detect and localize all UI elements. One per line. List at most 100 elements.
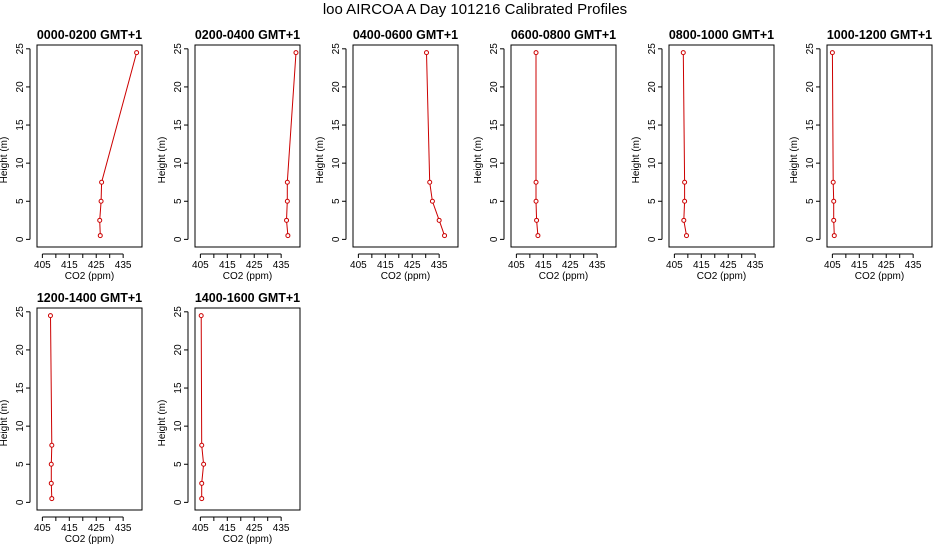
x-axis-label: CO2 (ppm) (855, 271, 904, 282)
y-tick-label: 20 (331, 81, 342, 93)
x-axis-label: CO2 (ppm) (697, 271, 746, 282)
y-tick-label: 15 (805, 119, 816, 131)
y-tick-label: 25 (173, 43, 184, 55)
x-tick-label: 435 (431, 260, 448, 271)
data-point (424, 50, 429, 56)
data-point (535, 233, 541, 239)
y-tick-label: 15 (173, 382, 184, 394)
x-tick-label: 415 (61, 523, 78, 534)
y-tick-label: 25 (647, 43, 658, 55)
x-tick-label: 435 (115, 260, 132, 271)
data-point (134, 50, 140, 56)
y-tick-label: 15 (647, 119, 658, 131)
y-tick-label: 5 (331, 198, 342, 204)
y-tick-label: 25 (805, 43, 816, 55)
data-point (198, 313, 204, 319)
y-tick-label: 0 (173, 236, 184, 242)
y-axis-label: Height (m) (157, 137, 168, 184)
y-tick-label: 25 (489, 43, 500, 55)
y-tick-label: 25 (331, 43, 342, 55)
x-tick-label: 425 (878, 260, 895, 271)
data-point (429, 198, 435, 204)
plot-frame (194, 307, 301, 511)
series-line (682, 52, 687, 236)
y-axis-label: Height (m) (0, 400, 10, 447)
plot-frame (352, 44, 459, 248)
data-point (97, 233, 103, 239)
y-tick-label: 10 (647, 157, 658, 169)
x-axis-label: CO2 (ppm) (65, 271, 114, 282)
data-point (199, 480, 205, 486)
data-point (442, 233, 448, 239)
y-tick-label: 5 (805, 198, 816, 204)
y-tick-label: 0 (331, 236, 342, 242)
data-point (684, 233, 689, 239)
y-tick-label: 10 (173, 420, 184, 432)
panel-title: 0400-0600 GMT+1 (353, 28, 458, 42)
panel-title: 1200-1400 GMT+1 (37, 291, 142, 305)
y-tick-label: 15 (15, 382, 26, 394)
panel-title: 1000-1200 GMT+1 (827, 28, 932, 42)
x-tick-label: 425 (720, 260, 737, 271)
y-tick-label: 5 (15, 198, 26, 204)
x-tick-label: 425 (88, 523, 105, 534)
figure-title: loo AIRCOA A Day 101216 Calibrated Profi… (322, 1, 628, 18)
x-axis-label: CO2 (ppm) (65, 534, 114, 545)
y-tick-label: 10 (15, 420, 26, 432)
data-point (284, 217, 290, 223)
y-tick-label: 20 (15, 344, 26, 356)
plot-frame (194, 44, 301, 248)
x-tick-label: 405 (508, 260, 525, 271)
x-tick-label: 435 (273, 260, 290, 271)
data-point (49, 442, 55, 448)
data-point (48, 480, 54, 486)
x-tick-label: 415 (693, 260, 710, 271)
y-tick-label: 20 (173, 81, 184, 93)
y-tick-label: 15 (331, 119, 342, 131)
x-tick-label: 415 (61, 260, 78, 271)
x-axis-label: CO2 (ppm) (223, 271, 272, 282)
data-point (293, 50, 299, 56)
y-axis-label: Height (m) (631, 137, 642, 184)
x-tick-label: 435 (589, 260, 606, 271)
data-point (285, 233, 291, 239)
data-point (201, 461, 207, 467)
y-tick-label: 5 (489, 198, 500, 204)
y-axis-label: Height (m) (473, 137, 484, 184)
data-point (99, 179, 105, 185)
x-tick-label: 405 (34, 260, 51, 271)
data-point (284, 198, 290, 204)
y-tick-label: 0 (15, 499, 26, 505)
x-tick-label: 415 (219, 523, 236, 534)
plot-frame (36, 44, 143, 248)
x-tick-label: 425 (246, 260, 263, 271)
y-tick-label: 20 (805, 81, 816, 93)
series-line (831, 52, 835, 236)
x-tick-label: 405 (824, 260, 841, 271)
y-tick-label: 0 (15, 236, 26, 242)
data-point (199, 496, 205, 502)
y-tick-label: 10 (15, 157, 26, 169)
y-tick-label: 15 (173, 119, 184, 131)
y-tick-label: 0 (173, 499, 184, 505)
y-axis-label: Height (m) (789, 137, 800, 184)
data-point (436, 217, 442, 223)
x-axis-label: CO2 (ppm) (539, 271, 588, 282)
series-line (535, 52, 539, 236)
x-tick-label: 435 (273, 523, 290, 534)
y-tick-label: 5 (173, 198, 184, 204)
panel-title: 1400-1600 GMT+1 (195, 291, 300, 305)
x-tick-label: 435 (115, 523, 132, 534)
series-line (426, 52, 445, 236)
y-axis-label: Height (m) (315, 137, 326, 184)
y-tick-label: 5 (15, 461, 26, 467)
y-tick-label: 20 (173, 344, 184, 356)
data-point (49, 496, 55, 502)
x-tick-label: 415 (219, 260, 236, 271)
x-tick-label: 435 (905, 260, 922, 271)
